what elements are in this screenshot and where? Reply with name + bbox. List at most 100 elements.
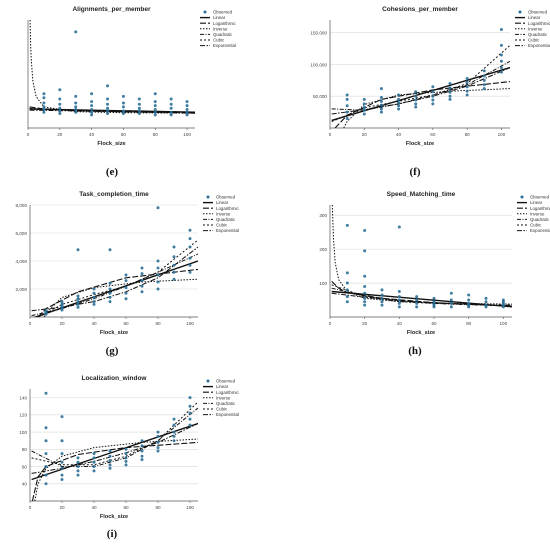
chart-svg-f: Cohesions_per_member 50,000 100,000 150,000… xyxy=(310,6,550,147)
data-point xyxy=(379,103,383,107)
data-point xyxy=(397,290,401,294)
y-tick-label: 80 xyxy=(22,447,28,452)
data-point xyxy=(74,108,78,112)
data-point xyxy=(153,108,157,112)
legend-label: Cubic xyxy=(216,407,228,412)
chart-svg-i: Localization_window 40 60 80 100 120 140 0 20 40 6… xyxy=(19,375,239,520)
fit-line-logarithmic xyxy=(31,441,198,501)
data-point xyxy=(345,295,349,299)
data-point xyxy=(140,449,144,453)
data-point xyxy=(140,272,144,276)
x-tick-label: 80 xyxy=(155,321,161,326)
data-point xyxy=(140,284,144,288)
data-point xyxy=(169,97,173,101)
data-point xyxy=(90,92,94,96)
chart-svg-h: Speed_Matching_time 100 200 300 0 20 40 60 80 100… xyxy=(319,191,550,336)
data-point xyxy=(60,473,64,477)
data-point xyxy=(140,266,144,270)
legend-label: Linear xyxy=(216,200,229,205)
data-point xyxy=(90,104,94,108)
caption-i: (i) xyxy=(106,528,118,540)
x-axis-label: Flock_size xyxy=(97,141,125,147)
data-point xyxy=(92,302,96,306)
data-point xyxy=(185,110,189,114)
data-point xyxy=(108,449,112,453)
data-point xyxy=(60,300,64,304)
legend-label: Observed xyxy=(216,379,236,384)
data-point xyxy=(188,263,192,267)
data-point xyxy=(379,99,383,103)
data-point xyxy=(60,415,64,419)
data-point xyxy=(140,279,144,283)
data-point xyxy=(467,293,471,297)
data-point xyxy=(345,93,349,97)
data-point xyxy=(124,279,128,283)
data-point xyxy=(362,106,366,110)
x-tick-label: 20 xyxy=(59,321,65,326)
legend-label: Cubic xyxy=(213,38,225,43)
y-tick-label: 140 xyxy=(19,395,27,400)
fit-line-cubic xyxy=(29,108,195,114)
data-point xyxy=(60,306,64,310)
data-point xyxy=(106,106,110,110)
data-point xyxy=(362,97,366,101)
chart-title: Alignments_per_member xyxy=(72,6,150,13)
data-point xyxy=(414,102,418,106)
x-tick-label: 40 xyxy=(396,132,402,137)
data-point xyxy=(156,266,160,270)
caption-f: (f) xyxy=(409,166,421,178)
legend-label: Linear xyxy=(213,15,226,20)
legend-label: Cubic xyxy=(216,223,228,228)
data-point xyxy=(76,297,80,301)
data-point xyxy=(188,404,192,408)
chart-title: Cohesions_per_member xyxy=(382,6,458,13)
y-tick-label: 2,000 xyxy=(16,287,28,292)
data-point xyxy=(60,302,64,306)
data-point xyxy=(58,88,62,92)
data-point xyxy=(397,97,401,101)
data-point xyxy=(156,449,160,453)
data-point xyxy=(363,249,367,253)
data-point xyxy=(414,90,418,94)
data-point xyxy=(380,300,384,304)
data-point xyxy=(156,287,160,291)
data-point xyxy=(108,291,112,295)
chart-panel-e: Alignments_per_member 0 20 40 60 80 100 Flock_s… xyxy=(0,0,275,163)
data-point xyxy=(44,452,48,456)
data-point xyxy=(345,116,349,120)
data-point xyxy=(44,465,48,469)
data-point xyxy=(108,466,112,470)
legend-label: Logarithmic xyxy=(213,21,236,26)
legend-label: Logarithmic xyxy=(216,206,239,211)
data-point xyxy=(124,297,128,301)
data-point xyxy=(121,109,125,113)
fit-line-linear xyxy=(33,260,198,317)
data-point xyxy=(92,469,96,473)
data-point xyxy=(60,466,64,470)
data-point xyxy=(465,89,469,93)
data-point xyxy=(431,102,435,106)
fit-line-logarithmic xyxy=(37,268,198,317)
data-point xyxy=(431,90,435,94)
data-point xyxy=(345,271,349,275)
data-point xyxy=(415,298,419,302)
x-tick-label: 100 xyxy=(186,321,194,326)
data-point xyxy=(345,110,349,114)
data-point xyxy=(345,223,349,227)
data-point xyxy=(188,270,192,274)
legend-label: Observed xyxy=(528,10,548,15)
data-point xyxy=(106,109,110,113)
data-point xyxy=(92,295,96,299)
data-point xyxy=(362,112,366,116)
data-point xyxy=(380,296,384,300)
data-point xyxy=(108,300,112,304)
data-point xyxy=(362,108,366,112)
data-point xyxy=(172,430,176,434)
data-point xyxy=(397,107,401,111)
data-point xyxy=(124,452,128,456)
data-point xyxy=(169,102,173,106)
data-point xyxy=(414,98,418,102)
x-tick-label: 100 xyxy=(183,132,191,137)
data-point xyxy=(380,293,384,297)
x-tick-label: 0 xyxy=(29,321,32,326)
